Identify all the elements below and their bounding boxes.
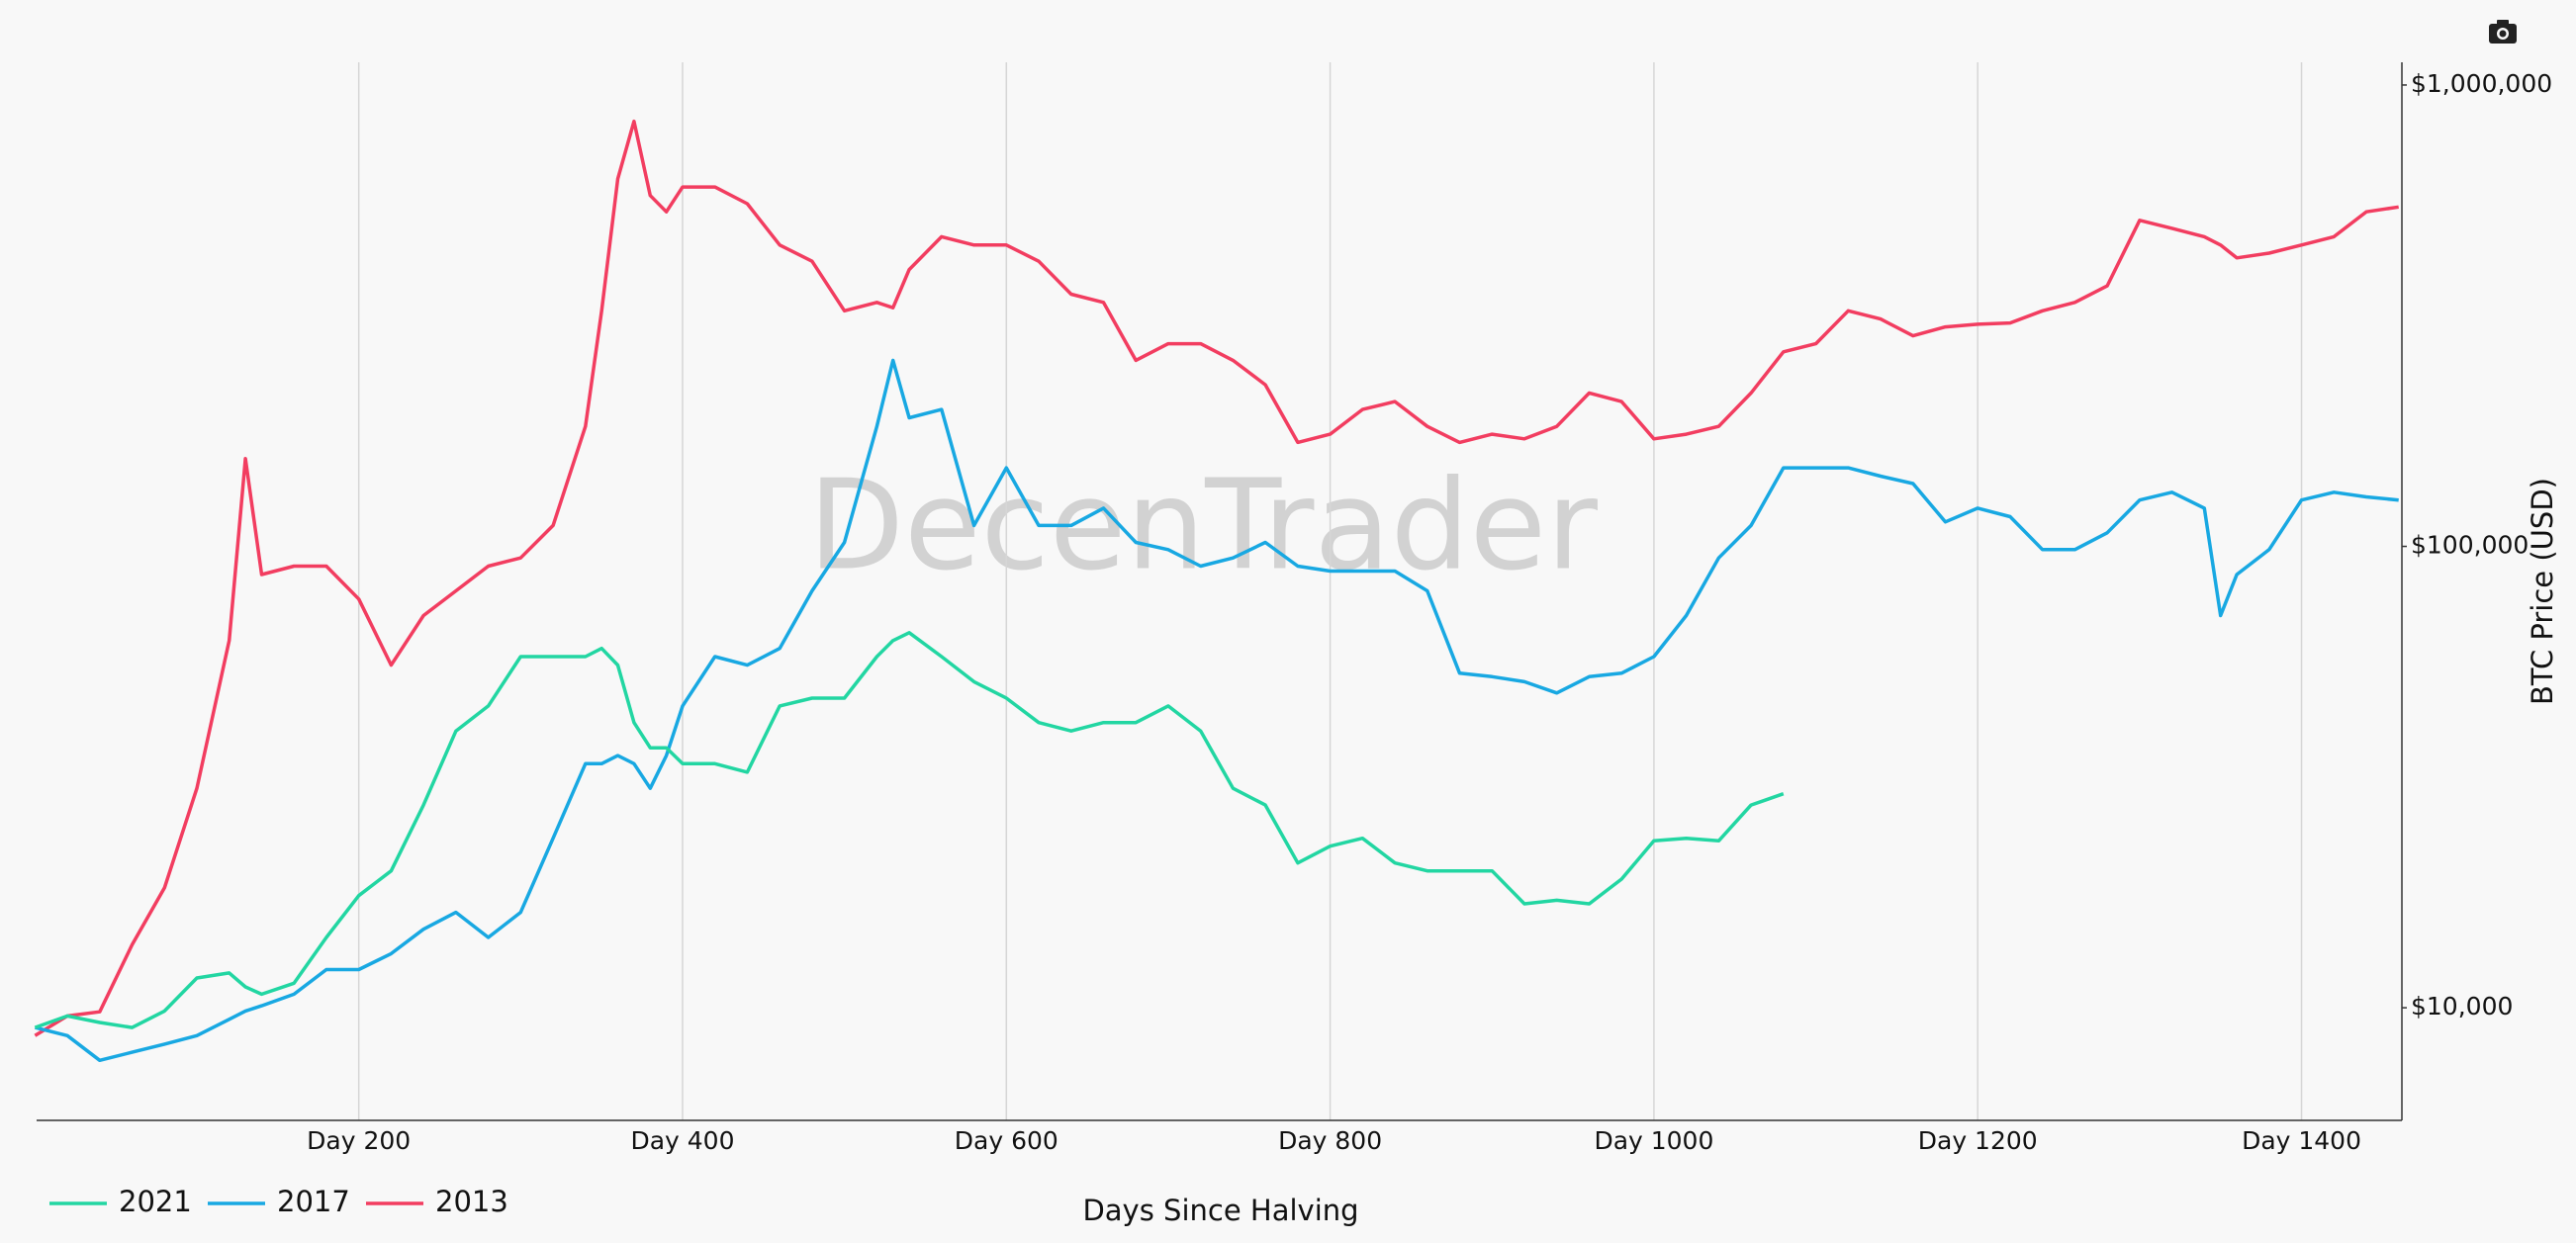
camera-top [2497, 20, 2509, 26]
y-tick-label: $1,000,000 [2411, 69, 2552, 98]
camera-icon[interactable] [2489, 20, 2517, 44]
x-tick-label: Day 400 [630, 1126, 734, 1155]
y-tick-label: $100,000 [2411, 531, 2529, 560]
watermark: DecenTrader [808, 453, 1598, 598]
series-line [34, 119, 2399, 1037]
legend-label: 2017 [277, 1185, 350, 1218]
x-tick-label: Day 600 [955, 1126, 1058, 1155]
y-tick-label: $10,000 [2411, 992, 2513, 1021]
legend-label: 2021 [119, 1185, 192, 1218]
x-tick-label: Day 1400 [2242, 1126, 2361, 1155]
x-tick-label: Day 1000 [1594, 1126, 1713, 1155]
camera-lens-inner [2499, 30, 2507, 38]
x-tick-label: Day 800 [1278, 1126, 1382, 1155]
y-axis-title: BTC Price (USD) [2526, 478, 2559, 705]
x-tick-label: Day 1200 [1918, 1126, 2038, 1155]
series-line [34, 358, 2399, 1063]
legend-label: 2013 [435, 1185, 508, 1218]
series-line [34, 631, 1785, 1029]
x-tick-label: Day 200 [307, 1126, 411, 1155]
x-axis-title: Days Since Halving [1082, 1194, 1358, 1227]
